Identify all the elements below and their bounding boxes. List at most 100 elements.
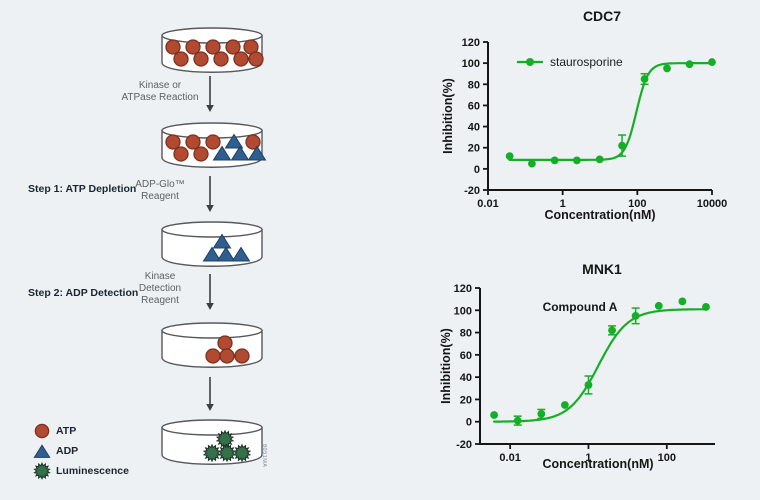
data-point xyxy=(537,410,546,418)
flow-arrow xyxy=(206,377,214,411)
atp-symbol xyxy=(185,134,201,150)
mnk1-plot-area: -20 0 20 40 60 80 100 120 0.01 1 100 xyxy=(454,283,715,464)
y-tick-label: 100 xyxy=(462,58,480,70)
luminescence-symbol xyxy=(202,443,222,463)
atp-symbol xyxy=(205,134,221,150)
petri-dish-rim xyxy=(161,322,263,339)
atp-symbol xyxy=(205,348,221,364)
legend-item-adp: ADP xyxy=(33,441,129,461)
x-tick-label: 100 xyxy=(628,198,646,210)
y-tick-label: 40 xyxy=(468,122,480,134)
petri-dish-rim xyxy=(161,419,263,436)
mnk1-annotation-compound-a: Compound A xyxy=(543,300,618,314)
data-point xyxy=(685,60,694,69)
legend-label-adp: ADP xyxy=(56,445,79,457)
petri-dish-rim xyxy=(161,221,263,238)
y-tick-label: 0 xyxy=(474,164,480,176)
adp-symbol xyxy=(216,246,236,262)
atp-symbol xyxy=(173,51,189,67)
atp-symbol xyxy=(185,39,201,55)
luminescence-symbol xyxy=(217,443,237,463)
fit-curve xyxy=(493,308,708,423)
flow-arrow xyxy=(206,274,214,310)
cdc7-chart-title: CDC7 xyxy=(583,8,621,24)
data-point xyxy=(595,155,604,164)
adp-symbol xyxy=(230,145,250,161)
adp-symbol xyxy=(212,233,232,249)
atp-symbol xyxy=(245,134,261,150)
y-tick-label: 120 xyxy=(462,37,480,49)
dish-after-reaction xyxy=(161,122,267,168)
y-tick-label: 20 xyxy=(460,394,472,406)
data-point xyxy=(708,58,716,66)
dish-atp-start xyxy=(161,27,264,73)
data-point xyxy=(550,156,559,165)
assay-workflow-diagram xyxy=(161,27,267,465)
y-tick-label: 120 xyxy=(454,283,472,295)
mnk1-dose-response-chart: -20 0 20 40 60 80 100 120 0.01 1 100 MNK1 Inhibiti… xyxy=(439,261,715,471)
data-point xyxy=(608,326,616,335)
step2-label: Step 2: ADP Detection xyxy=(28,287,139,299)
flow-arrow xyxy=(206,76,214,112)
y-tick-label: 80 xyxy=(460,328,472,340)
atp-symbol xyxy=(248,51,264,67)
atp-symbol xyxy=(225,39,241,55)
adp-symbol xyxy=(33,444,51,458)
y-tick-label: 40 xyxy=(460,372,472,384)
y-tick-label: -20 xyxy=(464,185,480,197)
mnk1-chart-title: MNK1 xyxy=(582,261,622,277)
data-point xyxy=(702,303,710,311)
adp-triangle-icon xyxy=(33,444,51,458)
data-point xyxy=(678,297,687,306)
x-tick-label: 0.01 xyxy=(477,198,498,210)
x-tick-label: 1 xyxy=(585,452,591,464)
atp-symbol xyxy=(193,146,209,162)
legend-label-luminescence: Luminescence xyxy=(56,465,129,477)
cdc7-y-axis-label: Inhibition(%) xyxy=(441,78,455,154)
atp-symbol xyxy=(234,348,250,364)
atp-symbol xyxy=(165,134,181,150)
dish-adp-only xyxy=(161,221,263,267)
y-tick-label: 60 xyxy=(460,350,472,362)
cdc7-series-legend: staurosporine xyxy=(517,55,623,69)
atp-circle-icon xyxy=(34,423,50,439)
symbol-legend: ATP ADP Luminescence xyxy=(33,421,129,481)
data-point xyxy=(490,411,499,419)
atp-symbol xyxy=(165,39,181,55)
flow-arrow xyxy=(206,176,214,212)
adp-symbol xyxy=(247,145,267,161)
legend-label-atp: ATP xyxy=(56,425,77,437)
atp-symbol xyxy=(205,39,221,55)
y-tick-label: 100 xyxy=(454,305,472,317)
cdc7-legend-label: staurosporine xyxy=(550,55,623,69)
cdc7-plot-area: -20 0 20 40 60 80 100 120 0.01 1 100 10000 xyxy=(462,37,728,210)
fit-curve xyxy=(508,62,714,161)
atp-symbol xyxy=(219,348,235,364)
data-point xyxy=(505,152,514,161)
data-point xyxy=(618,141,626,150)
dish-atp-regenerated xyxy=(161,322,263,368)
data-point xyxy=(528,159,536,168)
y-tick-label: 0 xyxy=(466,417,472,429)
atp-symbol xyxy=(217,335,233,351)
data-point xyxy=(572,156,581,165)
mnk1-x-axis-label: Concentration(nM) xyxy=(542,457,653,471)
luminescence-burst-icon xyxy=(33,462,51,480)
legend-item-luminescence: Luminescence xyxy=(33,461,129,481)
arrow-label-kinase-detection-reagent: Kinase Detection Reagent xyxy=(138,271,182,307)
data-point xyxy=(513,416,522,425)
atp-symbol xyxy=(233,51,249,67)
luminescence-symbol xyxy=(33,462,51,480)
luminescence-symbol xyxy=(232,443,252,463)
atp-symbol xyxy=(213,51,229,67)
x-tick-label: 10000 xyxy=(697,198,728,210)
dish-luminescence xyxy=(161,419,263,465)
step1-label: Step 1: ATP Depletion xyxy=(28,183,137,195)
legend-marker-dot-icon xyxy=(526,58,534,66)
atp-symbol xyxy=(173,146,189,162)
x-tick-label: 0.01 xyxy=(499,452,520,464)
x-tick-label: 100 xyxy=(658,452,676,464)
y-tick-label: 60 xyxy=(468,100,480,112)
atp-symbol xyxy=(34,423,50,439)
arrow-label-adp-glo-reagent: ADP-Glo™ Reagent xyxy=(135,179,185,203)
